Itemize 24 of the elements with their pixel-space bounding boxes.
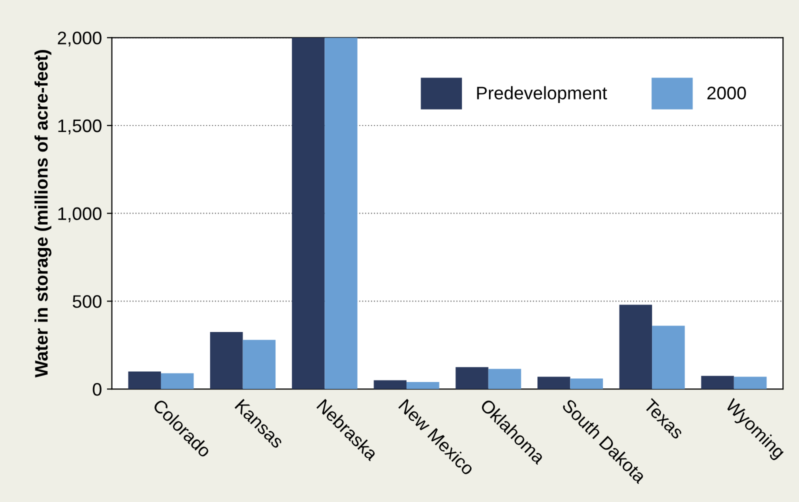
bar xyxy=(128,371,161,390)
legend-label: 2000 xyxy=(707,86,746,100)
bar xyxy=(242,340,276,390)
bar xyxy=(734,376,767,390)
y-tick-label: 2,000 xyxy=(58,32,102,47)
y-tick-label: 0 xyxy=(92,382,102,396)
bar xyxy=(160,373,194,390)
bar xyxy=(210,332,243,390)
bar xyxy=(570,378,603,390)
bar xyxy=(488,368,522,390)
legend-label: Predevelopment xyxy=(477,86,608,104)
y-tick-label: 1,500 xyxy=(58,119,102,134)
bar xyxy=(456,367,488,390)
y-tick-label: 500 xyxy=(72,295,102,308)
bar xyxy=(652,326,685,390)
y-tick-label: 1,000 xyxy=(58,207,102,222)
bar xyxy=(537,376,570,390)
bar xyxy=(619,304,652,390)
bar xyxy=(701,376,734,390)
bar xyxy=(292,38,325,390)
bar xyxy=(324,38,358,390)
bar xyxy=(374,380,407,390)
y-axis-title: Water in storage (millions of acre-feet) xyxy=(34,50,52,378)
bar xyxy=(406,382,440,390)
